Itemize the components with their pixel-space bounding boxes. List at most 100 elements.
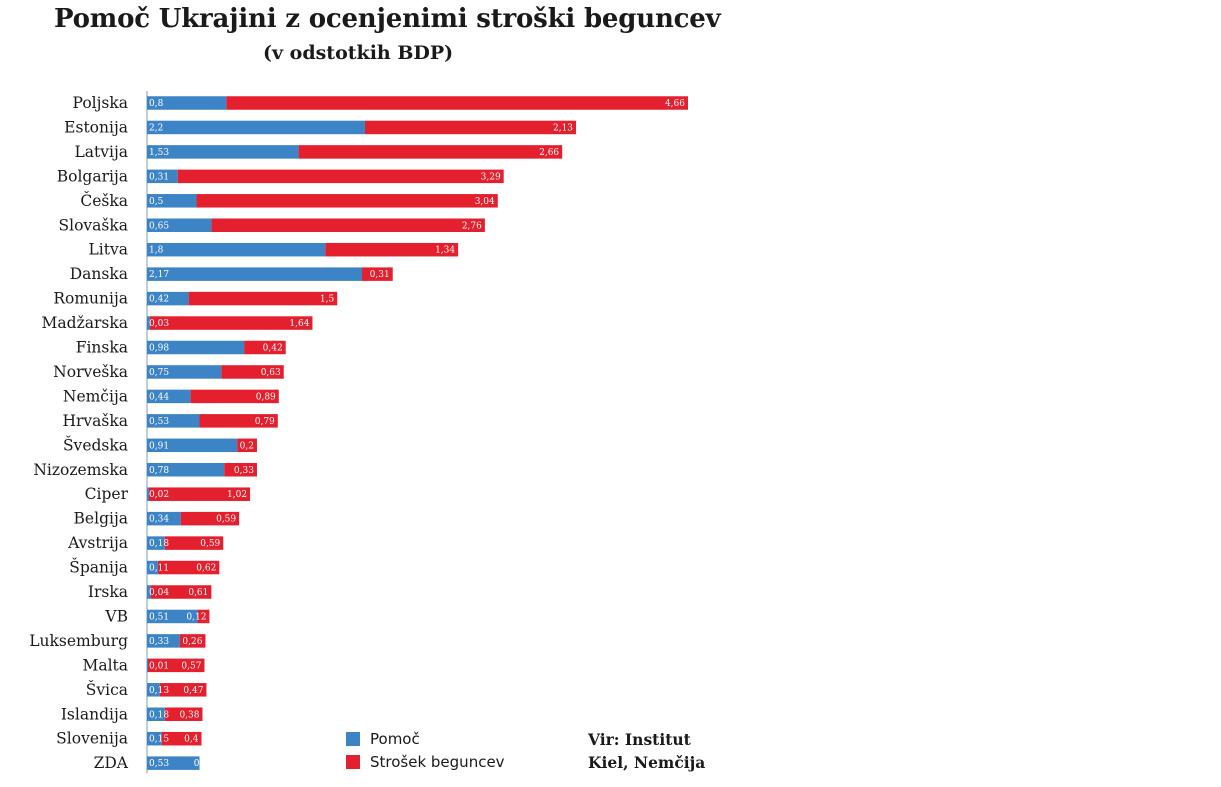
value-label-refugee: 0,57	[181, 661, 201, 671]
bar-aid	[147, 731, 162, 746]
legend-label-aid: Pomoč	[370, 729, 420, 748]
bar-aid	[147, 707, 165, 721]
category-label: Poljska	[73, 94, 128, 112]
value-label-refugee: 0,89	[256, 392, 276, 402]
value-label-refugee: 2,76	[462, 221, 482, 231]
bar-aid	[147, 267, 363, 281]
value-label-aid: 0,04	[149, 588, 169, 598]
bar-aid	[147, 438, 238, 453]
value-label-aid: 0,44	[149, 392, 169, 402]
value-label-aid: 0,42	[149, 295, 169, 305]
value-label-aid: 1,8	[149, 246, 164, 256]
value-label-refugee: 1,34	[435, 246, 455, 256]
value-label-aid: 0,02	[149, 490, 169, 500]
bar-refugee	[196, 194, 498, 208]
bar-refugee	[197, 609, 210, 624]
legend: Pomoč Strošek beguncev	[346, 727, 505, 773]
bar-refugee	[190, 389, 279, 404]
category-label: Češka	[80, 192, 128, 210]
category-label: Luksemburg	[29, 632, 128, 650]
category-label: Latvija	[74, 143, 128, 161]
category-label: Slovaška	[59, 216, 129, 234]
value-label-refugee: 0,33	[234, 466, 254, 476]
bar-refugee	[159, 683, 207, 697]
legend-swatch-aid	[346, 731, 360, 746]
value-label-refugee: 0,2	[240, 441, 254, 451]
category-label: Danska	[70, 265, 128, 283]
value-label-aid: 0,18	[149, 710, 169, 720]
category-label: Norveška	[53, 363, 128, 381]
bar-aid	[147, 634, 180, 648]
value-label-refugee: 0,63	[261, 368, 281, 378]
bar-refugee	[161, 731, 202, 746]
value-label-refugee: 0,62	[196, 564, 216, 574]
value-label-refugee: 3,29	[481, 172, 501, 182]
value-label-aid: 0,13	[149, 686, 169, 696]
bar-refugee	[164, 536, 224, 550]
value-label-aid: 0,03	[149, 319, 169, 329]
bar-refugee	[179, 634, 206, 648]
bar-aid	[147, 658, 148, 673]
value-label-aid: 0,33	[149, 637, 169, 647]
value-label-aid: 0,15	[149, 735, 169, 745]
value-label-aid: 0,91	[149, 441, 169, 451]
bar-aid	[147, 120, 365, 135]
category-label: Nizozemska	[33, 461, 128, 479]
value-label-refugee: 1,5	[320, 295, 335, 305]
bar-aid	[147, 536, 165, 550]
category-label: Litva	[89, 241, 128, 259]
bar-refugee	[211, 218, 485, 232]
bar-refugee	[244, 340, 286, 355]
value-label-refugee: 0,47	[183, 686, 203, 696]
bar-aid	[147, 291, 189, 306]
bar-aid	[147, 96, 227, 110]
bar-refugee	[226, 96, 688, 110]
category-label: ZDA	[94, 754, 129, 772]
bar-refugee	[157, 560, 220, 575]
bar-aid	[147, 242, 326, 257]
bar-aid	[147, 340, 245, 355]
value-label-refugee: 0	[194, 759, 200, 769]
value-label-aid: 0,18	[149, 539, 169, 549]
bar-aid	[147, 194, 197, 208]
value-label-aid: 0,75	[149, 368, 169, 378]
category-label: Finska	[76, 339, 128, 357]
legend-item-aid: Pomoč	[346, 727, 505, 750]
category-label: Švica	[86, 681, 128, 699]
value-label-aid: 0,53	[149, 759, 169, 769]
category-label: Irska	[88, 583, 128, 601]
value-label-refugee: 3,04	[475, 197, 495, 207]
value-label-refugee: 2,66	[539, 148, 559, 158]
category-label: Malta	[82, 656, 128, 674]
chart-title: Pomoč Ukrajini z ocenjenimi stroški begu…	[54, 4, 721, 34]
value-label-aid: 0,01	[149, 661, 169, 671]
bar-refugee	[148, 487, 251, 501]
value-label-aid: 1,53	[149, 148, 169, 158]
bar-aid	[147, 609, 198, 624]
value-label-refugee: 0,31	[370, 270, 390, 280]
legend-item-refugee: Strošek beguncev	[346, 750, 505, 773]
source-note: Vir: Institut Kiel, Nemčija	[588, 728, 705, 774]
bar-refugee	[164, 707, 203, 721]
category-label: Slovenija	[56, 730, 128, 748]
bar-aid	[147, 560, 158, 575]
bar-aid	[147, 365, 222, 379]
source-line-2: Kiel, Nemčija	[588, 753, 706, 772]
category-label: Španija	[69, 559, 128, 577]
value-label-aid: 0,11	[149, 564, 169, 574]
value-label-refugee: 1,64	[289, 319, 309, 329]
value-label-aid: 2,17	[149, 270, 169, 280]
value-label-refugee: 0,59	[200, 539, 220, 549]
bar-refugee	[199, 414, 278, 428]
bar-refugee	[362, 267, 393, 281]
bar-refugee	[147, 658, 205, 673]
value-label-refugee: 1,02	[227, 490, 247, 500]
value-label-refugee: 4,66	[665, 99, 685, 109]
bar-aid	[147, 145, 299, 159]
category-label: Madžarska	[42, 314, 128, 332]
legend-swatch-refugee	[346, 754, 360, 769]
value-label-refugee: 0,12	[186, 612, 206, 622]
bar-aid	[147, 511, 181, 526]
value-label-refugee: 0,79	[255, 417, 275, 427]
